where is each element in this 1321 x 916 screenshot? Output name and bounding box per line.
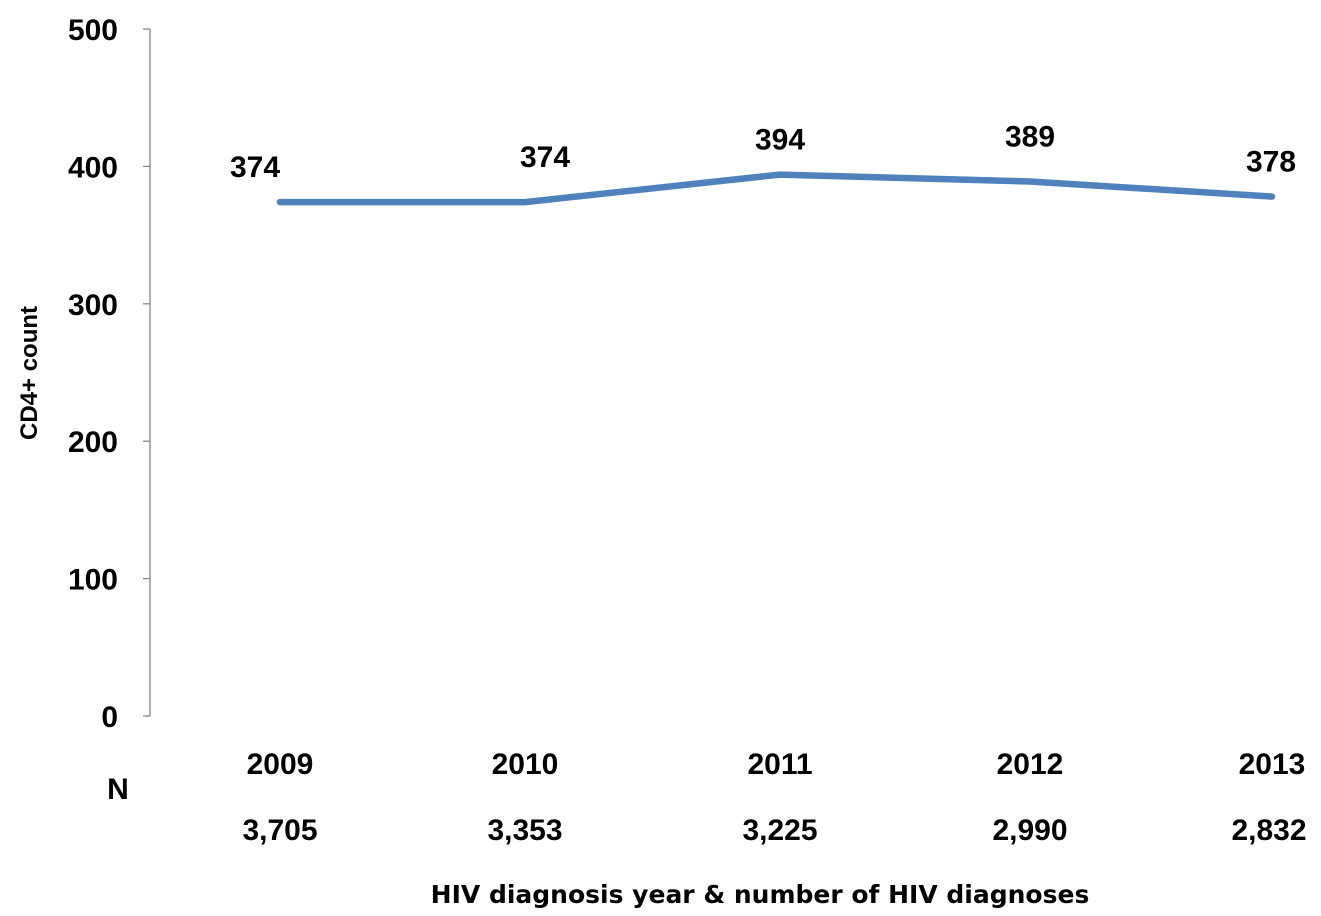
y-tick-label: 200 [68,426,118,459]
x-tick-labels: 2009 2010 2011 2012 2013 [247,748,1306,781]
series-line [276,171,1276,206]
x-tick-label: 2013 [1239,748,1306,781]
x-tick-label: 2009 [247,748,314,781]
x-tick-label: 2012 [997,748,1064,781]
n-value-label: 2,990 [992,814,1067,847]
n-value-label: 3,705 [242,814,317,847]
data-label: 378 [1246,146,1296,179]
n-value-label: 2,832 [1231,814,1306,847]
data-label: 389 [1005,121,1055,154]
data-label: 374 [230,151,280,184]
y-axis [143,28,151,717]
data-label: 374 [520,141,570,174]
n-value-label: 3,225 [742,814,817,847]
y-tick-label: 300 [68,289,118,322]
data-labels: 374 374 394 389 378 [230,121,1296,185]
x-tick-label: 2010 [492,748,559,781]
y-tick-label: 400 [68,151,118,184]
y-tick-label: 0 [101,701,118,734]
y-tick-label: 100 [68,564,118,597]
x-axis-title: HIV diagnosis year & number of HIV diagn… [431,880,1090,909]
n-row: N 3,705 3,353 3,225 2,990 2,832 [107,773,1306,847]
y-axis-title: CD4+ count [16,306,43,440]
y-tick-labels: 0 100 200 300 400 500 [68,14,118,734]
data-label: 394 [755,124,805,157]
n-label: N [107,773,129,806]
y-tick-label: 500 [68,14,118,47]
x-tick-label: 2011 [747,748,812,781]
n-value-label: 3,353 [487,814,562,847]
series-line-group [276,171,1276,206]
